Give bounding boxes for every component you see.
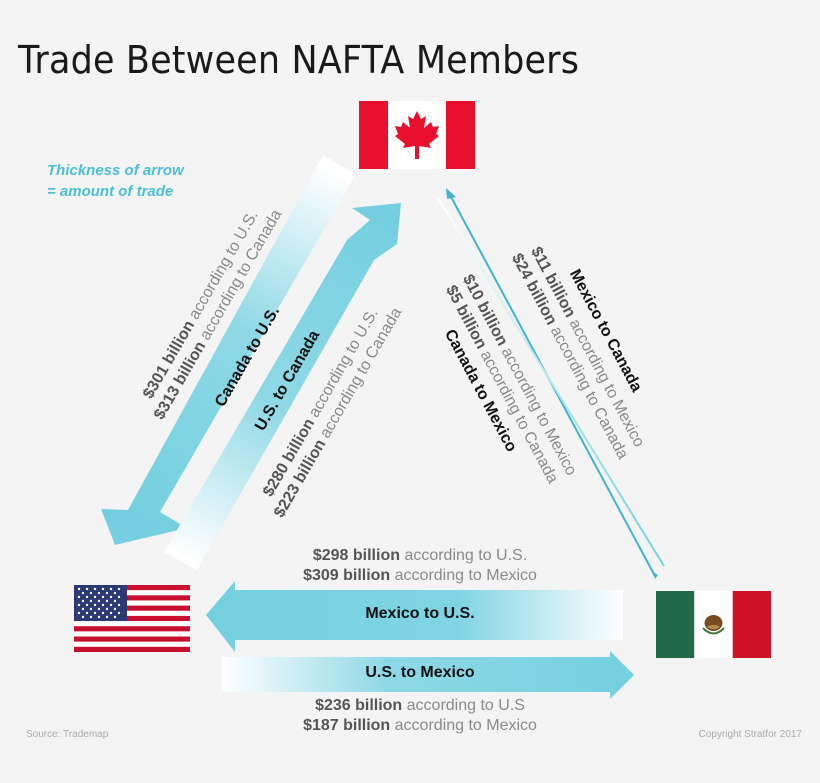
legend-line-2: = amount of trade xyxy=(47,183,174,200)
label-mexico-to-us: Mexico to U.S. xyxy=(365,605,475,622)
values-mexico-to-us: $298 billion according to U.S. $309 bill… xyxy=(270,546,570,586)
arrow-us-to-canada xyxy=(164,203,401,570)
canada-flag xyxy=(359,101,475,169)
copyright-note: Copyright Stratfor 2017 xyxy=(698,729,802,740)
us-flag-icon xyxy=(74,585,190,652)
us-to-mexico-source-1: according to U.S xyxy=(402,697,525,714)
legend: Thickness of arrow = amount of trade xyxy=(47,160,184,202)
page-title: Trade Between NAFTA Members xyxy=(18,38,580,82)
mexico-to-us-value-1: $298 billion xyxy=(312,547,400,564)
mexico-to-us-source-2: according to Mexico xyxy=(390,567,537,584)
mexico-to-us-source-1: according to U.S. xyxy=(399,547,528,564)
mexico-flag xyxy=(656,591,771,658)
us-to-mexico-value-1: $236 billion xyxy=(315,697,403,714)
canada-flag-icon xyxy=(359,101,475,169)
mexico-flag-icon xyxy=(656,591,771,658)
us-flag xyxy=(74,585,190,652)
arrow-canada-to-us xyxy=(101,155,356,545)
arrow-canada-to-mexico xyxy=(437,197,665,567)
mexico-to-us-value-2: $309 billion xyxy=(303,567,391,584)
us-to-mexico-value-2: $187 billion xyxy=(303,717,391,734)
label-us-to-mexico: U.S. to Mexico xyxy=(365,664,475,681)
arrow-us-to-mexico xyxy=(222,651,634,699)
arrow-mexico-to-us xyxy=(206,581,623,652)
values-us-to-mexico: $236 billion according to U.S $187 billi… xyxy=(270,696,570,736)
us-to-mexico-source-2: according to Mexico xyxy=(390,717,537,734)
legend-line-1: Thickness of arrow xyxy=(47,162,184,179)
source-note: Source: Trademap xyxy=(26,729,109,740)
